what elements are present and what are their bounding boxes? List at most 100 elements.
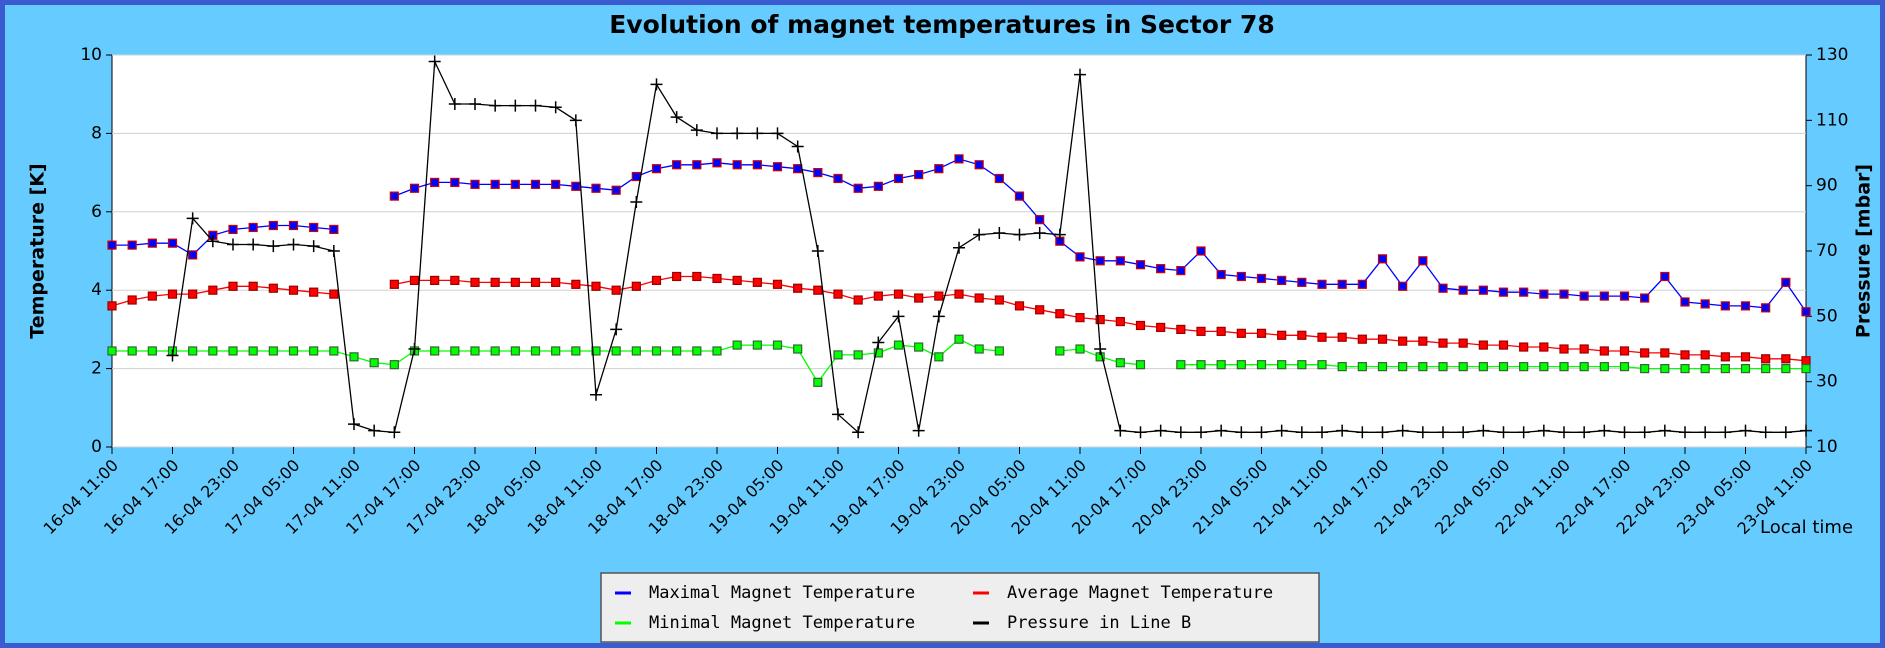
marker (1700, 299, 1710, 309)
marker (107, 240, 117, 250)
marker (672, 271, 682, 282)
marker (1619, 346, 1630, 356)
marker (852, 426, 865, 439)
marker (853, 295, 863, 305)
marker (1598, 424, 1611, 437)
marker (309, 222, 319, 233)
marker (1519, 287, 1529, 297)
marker (368, 424, 381, 437)
marker (348, 418, 360, 431)
marker (307, 240, 320, 253)
marker (1115, 358, 1125, 368)
marker (892, 310, 905, 323)
marker (1539, 362, 1549, 372)
marker (1075, 344, 1085, 354)
marker (510, 346, 520, 356)
marker (1599, 362, 1609, 372)
marker (1196, 326, 1206, 336)
marker (1053, 228, 1066, 241)
marker (1498, 287, 1509, 297)
marker (1255, 426, 1268, 439)
marker (974, 160, 984, 170)
marker (873, 291, 883, 301)
marker (549, 101, 562, 114)
marker (631, 171, 641, 182)
marker (1438, 362, 1448, 372)
marker (490, 277, 500, 287)
marker (591, 346, 601, 356)
marker (670, 111, 683, 124)
marker (893, 340, 904, 350)
marker (188, 346, 198, 356)
marker (732, 340, 742, 350)
marker (772, 162, 783, 172)
marker (1033, 227, 1046, 240)
marker (510, 277, 520, 287)
marker (631, 346, 641, 356)
marker (1236, 360, 1246, 370)
marker (147, 291, 157, 301)
marker (1277, 360, 1287, 370)
marker (611, 185, 621, 195)
marker (813, 168, 823, 178)
marker (147, 346, 157, 356)
marker (1720, 364, 1730, 374)
chart-title: Evolution of magnet temperatures in Sect… (609, 10, 1275, 39)
marker (1176, 266, 1186, 276)
marker (1297, 330, 1307, 340)
marker (712, 346, 722, 356)
marker (489, 99, 502, 112)
marker (811, 245, 824, 257)
marker (1579, 344, 1589, 354)
legend (600, 572, 1320, 643)
marker (914, 293, 924, 303)
y-axis-title: Temperature [K] (27, 163, 49, 338)
marker (1337, 332, 1347, 342)
marker (509, 99, 522, 112)
marker (893, 173, 904, 184)
marker (127, 240, 137, 250)
y-tick-label: 2 (91, 359, 102, 379)
marker (1458, 285, 1468, 295)
marker (934, 164, 944, 174)
marker (1801, 356, 1811, 366)
marker (611, 285, 621, 295)
marker (752, 340, 762, 350)
marker (490, 179, 500, 189)
marker (1638, 426, 1651, 439)
y-tick-label: 4 (91, 280, 102, 300)
marker (1640, 293, 1650, 303)
marker (1437, 426, 1449, 439)
marker (1235, 426, 1248, 439)
marker (1619, 362, 1630, 372)
marker (1739, 424, 1752, 437)
marker (1317, 360, 1327, 370)
marker (1438, 338, 1448, 348)
marker (1418, 336, 1428, 346)
marker (188, 289, 198, 299)
marker (1458, 362, 1468, 372)
marker (772, 340, 783, 350)
marker (227, 238, 239, 251)
marker (1679, 426, 1691, 439)
marker (208, 346, 218, 356)
marker (430, 177, 440, 187)
marker (832, 408, 844, 421)
marker (1013, 228, 1026, 241)
marker (551, 277, 561, 287)
marker (1539, 342, 1549, 352)
legend-label: Maximal Magnet Temperature (649, 583, 915, 603)
marker (692, 160, 702, 170)
marker (470, 277, 480, 287)
marker (793, 164, 803, 174)
marker (934, 291, 944, 301)
marker (873, 348, 883, 358)
marker (1336, 424, 1349, 437)
marker (1740, 301, 1751, 311)
marker (1781, 364, 1791, 374)
marker (1720, 301, 1730, 311)
marker (107, 346, 117, 356)
marker (1660, 271, 1670, 282)
marker (591, 183, 601, 193)
marker (1154, 424, 1167, 437)
